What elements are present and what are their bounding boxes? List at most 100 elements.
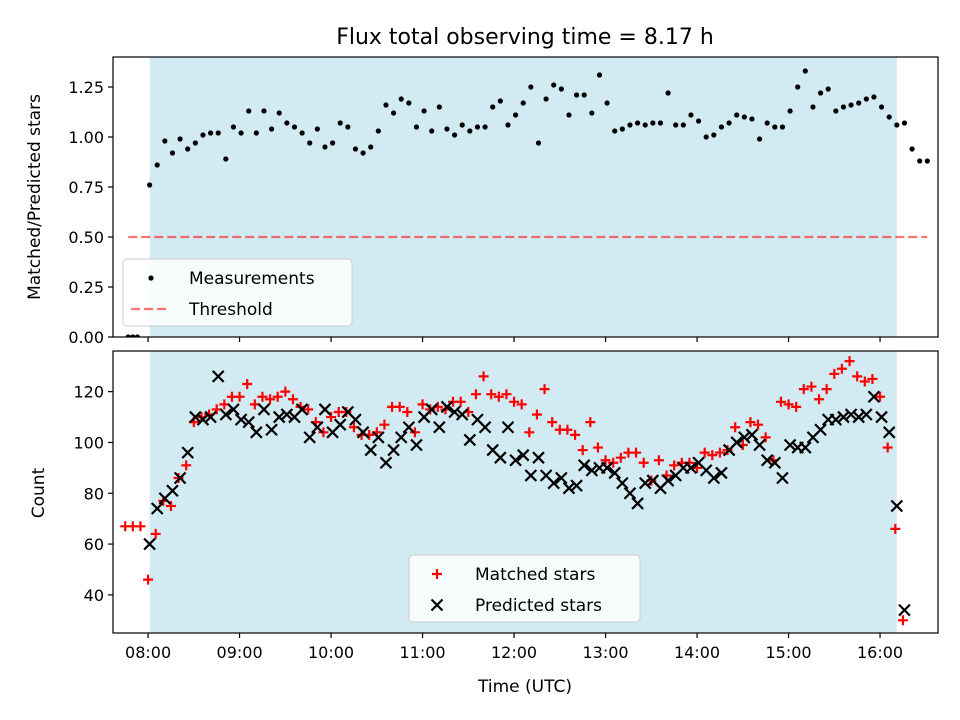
measurement-point (528, 84, 534, 90)
measurement-point (688, 112, 694, 118)
predicted-star-point (631, 497, 644, 510)
measurement-point (398, 96, 404, 102)
measurement-point (200, 132, 206, 138)
y-tick-label: 120 (73, 383, 104, 402)
measurement-point (612, 128, 618, 134)
measurement-point (505, 122, 511, 128)
x-tick-label: 14:00 (674, 643, 720, 662)
measurement-point (429, 128, 435, 134)
predicted-star-point (814, 423, 827, 437)
figure-title: Flux total observing time = 8.17 h (336, 25, 714, 50)
measurement-point (863, 96, 869, 102)
x-tick-label: 08:00 (125, 643, 171, 662)
matched-star-point (242, 379, 253, 390)
measurement-point (779, 124, 786, 130)
legend-matched-marker (432, 569, 442, 579)
predicted-star-point (295, 403, 309, 416)
measurement-point (634, 120, 641, 126)
predicted-star-point (333, 418, 347, 431)
matched-star-point (478, 371, 489, 382)
measurement-point (703, 134, 709, 140)
matched-star-point (257, 391, 268, 402)
predicted-star-point (730, 436, 743, 449)
ratio-y-axis-label: Matched/Predicted stars (25, 94, 45, 300)
measurement-point (726, 120, 732, 126)
measurement-point (177, 136, 183, 142)
matched-star-point (326, 412, 337, 423)
legend-box (408, 554, 641, 623)
predicted-star-point (852, 410, 865, 424)
matched-star-point (272, 391, 283, 402)
y-tick-label: 0.75 (68, 178, 104, 197)
predicted-star-point (219, 408, 233, 421)
predicted-star-point (311, 420, 324, 434)
legend-measurement-marker (148, 275, 154, 281)
axes-frame (112, 56, 939, 338)
matched-star-point (150, 528, 161, 539)
predicted-star-point (387, 443, 400, 457)
measurement-point (390, 110, 397, 116)
y-tick-label: 1.25 (68, 78, 104, 97)
predicted-star-point (501, 420, 515, 434)
matched-star-point (562, 424, 573, 435)
measurement-point (451, 132, 458, 138)
measurement-point (276, 110, 282, 116)
matched-star-point (577, 445, 588, 456)
predicted-star-point (829, 413, 843, 426)
measurement-point (169, 150, 176, 156)
matched-star-point (280, 386, 291, 397)
measurement-point (848, 102, 854, 108)
measurement-point (268, 126, 275, 132)
predicted-star-point (425, 403, 438, 416)
measurement-point (856, 100, 862, 106)
measurement-point (825, 86, 831, 92)
predicted-star-point (562, 481, 576, 495)
measurement-point (185, 146, 191, 152)
legend: Measurements Threshold (122, 258, 353, 327)
predicted-star-point (684, 461, 698, 475)
legend-label: Matched stars (475, 565, 595, 585)
matched-star-point (181, 460, 192, 471)
measurement-point (795, 84, 801, 90)
predicted-star-point (372, 431, 385, 444)
matched-star-point (585, 417, 596, 428)
measurement-point (573, 92, 580, 98)
matched-star-point (265, 394, 276, 405)
matched-star-point (814, 394, 825, 405)
predicted-star-point (234, 413, 248, 426)
predicted-star-point (707, 471, 721, 485)
matched-star-point (135, 521, 146, 532)
matched-star-point (486, 389, 497, 400)
measurement-point (886, 114, 892, 120)
measurement-point (413, 124, 420, 130)
matched-star-point (631, 447, 642, 458)
predicted-star-point (799, 441, 812, 454)
measurement-point (299, 130, 305, 136)
measurement-point (840, 104, 847, 110)
matched-star-point (287, 394, 298, 405)
measurement-point (125, 334, 131, 337)
matched-star-point (524, 427, 535, 438)
predicted-star-point (250, 426, 263, 439)
legend-label: Threshold (188, 300, 273, 320)
predicted-star-point (745, 428, 759, 442)
measurement-point (558, 86, 564, 92)
measurement-point (130, 334, 136, 337)
matched-star-point (699, 447, 710, 458)
predicted-star-point (509, 453, 522, 467)
matched-star-point (394, 401, 405, 412)
predicted-star-point (433, 420, 446, 434)
predicted-star-point (638, 476, 652, 490)
measurement-point (345, 124, 351, 130)
predicted-star-point (349, 413, 362, 426)
measurement-point (901, 120, 908, 126)
measurement-point (734, 112, 740, 118)
matched-star-point (798, 384, 809, 395)
measurement-point (566, 112, 572, 118)
matched-star-point (745, 417, 756, 428)
matched-star-point (539, 384, 550, 395)
predicted-star-point (608, 466, 621, 480)
measurement-point (772, 124, 778, 130)
measurement-point (512, 112, 519, 118)
x-tick-label: 16:00 (857, 643, 903, 662)
